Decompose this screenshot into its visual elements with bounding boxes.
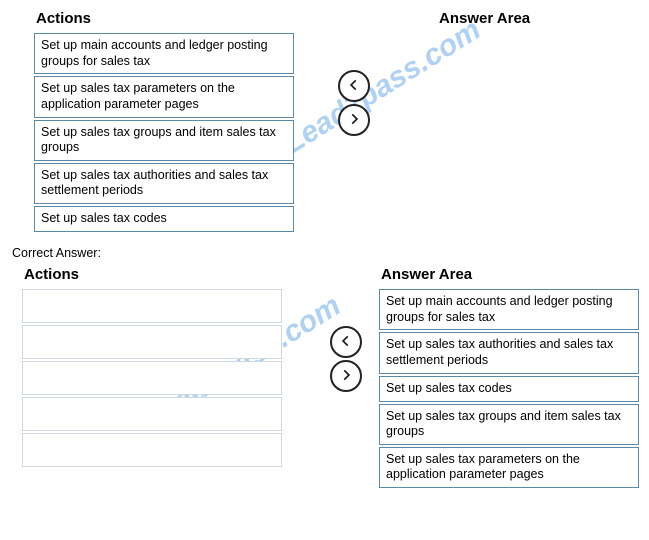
answer-item[interactable]: Set up sales tax codes	[379, 376, 639, 402]
action-item[interactable]: Set up sales tax authorities and sales t…	[34, 163, 294, 204]
action-item[interactable]: Set up sales tax codes	[34, 206, 294, 232]
top-actions-column: Actions Set up main accounts and ledger …	[10, 10, 294, 234]
chevron-left-icon	[347, 78, 361, 95]
empty-action-slot[interactable]	[22, 289, 282, 323]
empty-action-slot[interactable]	[22, 433, 282, 467]
action-item[interactable]: Set up sales tax groups and item sales t…	[34, 120, 294, 161]
bottom-answer-column: Answer Area Set up main accounts and led…	[371, 266, 639, 490]
move-left-button[interactable]	[338, 70, 370, 102]
bottom-panel-row: Actions Answer Area Set up main account	[10, 266, 639, 490]
question-section: Lead2pass.com Actions Set up main accoun…	[10, 10, 639, 234]
answer-item[interactable]: Set up sales tax parameters on the appli…	[379, 447, 639, 488]
chevron-right-icon	[347, 112, 361, 129]
correct-answer-label: Correct Answer:	[10, 246, 639, 260]
chevron-right-icon	[339, 368, 353, 385]
action-item[interactable]: Set up sales tax parameters on the appli…	[34, 76, 294, 117]
bottom-actions-column: Actions	[10, 266, 282, 469]
top-controls-column	[329, 10, 379, 136]
move-right-button[interactable]	[338, 104, 370, 136]
top-answer-column: Answer Area	[379, 10, 639, 33]
top-answer-header: Answer Area	[379, 10, 639, 27]
answer-item[interactable]: Set up sales tax groups and item sales t…	[379, 404, 639, 445]
empty-action-slot[interactable]	[22, 325, 282, 359]
action-item[interactable]: Set up main accounts and ledger posting …	[34, 33, 294, 74]
chevron-left-icon	[339, 334, 353, 351]
bottom-answer-header: Answer Area	[379, 266, 639, 283]
move-right-button[interactable]	[330, 360, 362, 392]
top-panel-row: Actions Set up main accounts and ledger …	[10, 10, 639, 234]
bottom-actions-header: Actions	[22, 266, 282, 283]
empty-action-slot[interactable]	[22, 397, 282, 431]
top-actions-header: Actions	[34, 10, 294, 27]
answer-section: Lead2pass.com Actions Answer	[10, 266, 639, 490]
bottom-controls-column	[321, 266, 371, 392]
move-left-button[interactable]	[330, 326, 362, 358]
answer-item[interactable]: Set up main accounts and ledger posting …	[379, 289, 639, 330]
answer-item[interactable]: Set up sales tax authorities and sales t…	[379, 332, 639, 373]
empty-action-slot[interactable]	[22, 361, 282, 395]
